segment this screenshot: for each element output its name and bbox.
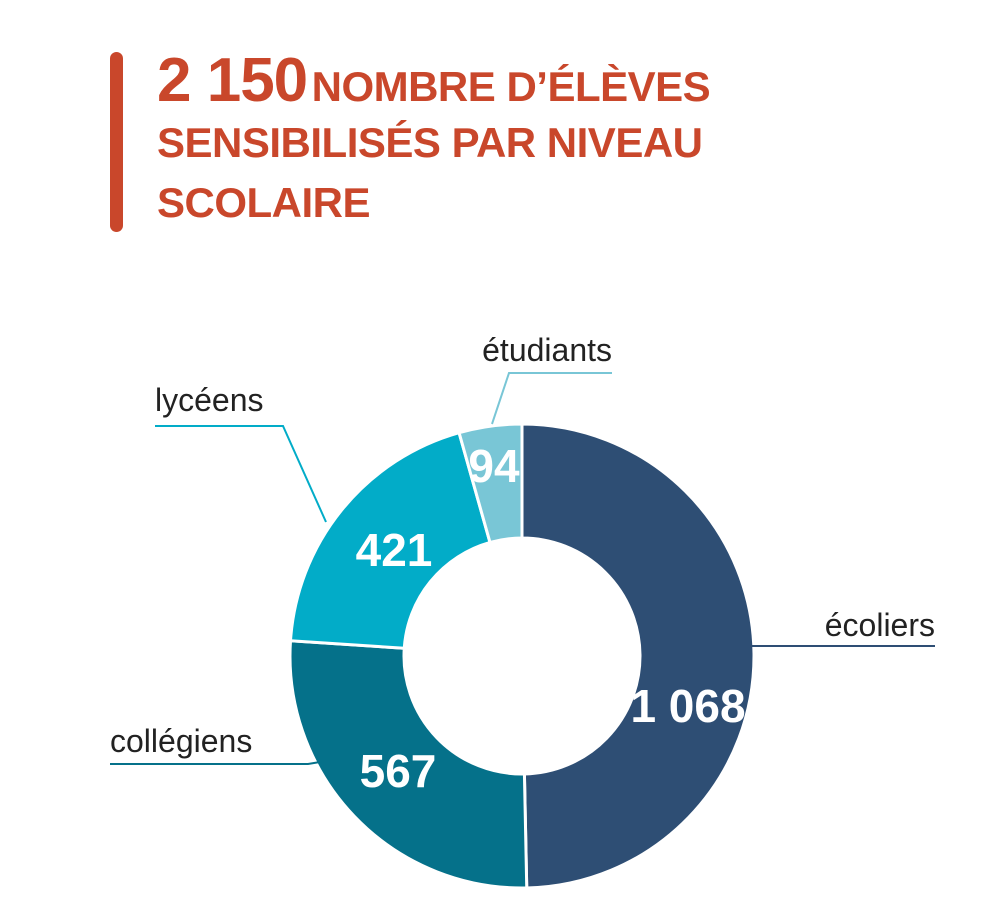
leader-line-1 — [110, 761, 321, 765]
slice-2 — [288, 430, 492, 650]
value-label-2: 421 — [356, 524, 433, 576]
leader-line-2 — [155, 425, 327, 523]
category-label-3: étudiants — [482, 332, 612, 368]
chart-title: 2 150 NOMBRE D’ÉLÈVES SENSIBILISÉS PAR N… — [157, 50, 937, 224]
category-label-0: écoliers — [825, 607, 935, 643]
slice-3 — [457, 422, 524, 545]
category-label-1: collégiens — [110, 723, 252, 759]
slice-0 — [520, 422, 756, 890]
title-line-2: SENSIBILISÉS PAR NIVEAU — [157, 119, 703, 166]
value-label-3: 94 — [468, 440, 520, 492]
value-label-1: 567 — [360, 745, 437, 797]
title-line-1: NOMBRE D’ÉLÈVES — [311, 63, 711, 110]
slice-1 — [288, 639, 529, 890]
total-count: 2 150 — [157, 46, 308, 115]
category-label-2: lycéens — [155, 382, 264, 418]
leader-line-3 — [491, 372, 612, 425]
value-label-0: 1 068 — [630, 680, 745, 732]
title-line-3: SCOLAIRE — [157, 179, 371, 226]
title-accent-bar — [110, 52, 123, 232]
